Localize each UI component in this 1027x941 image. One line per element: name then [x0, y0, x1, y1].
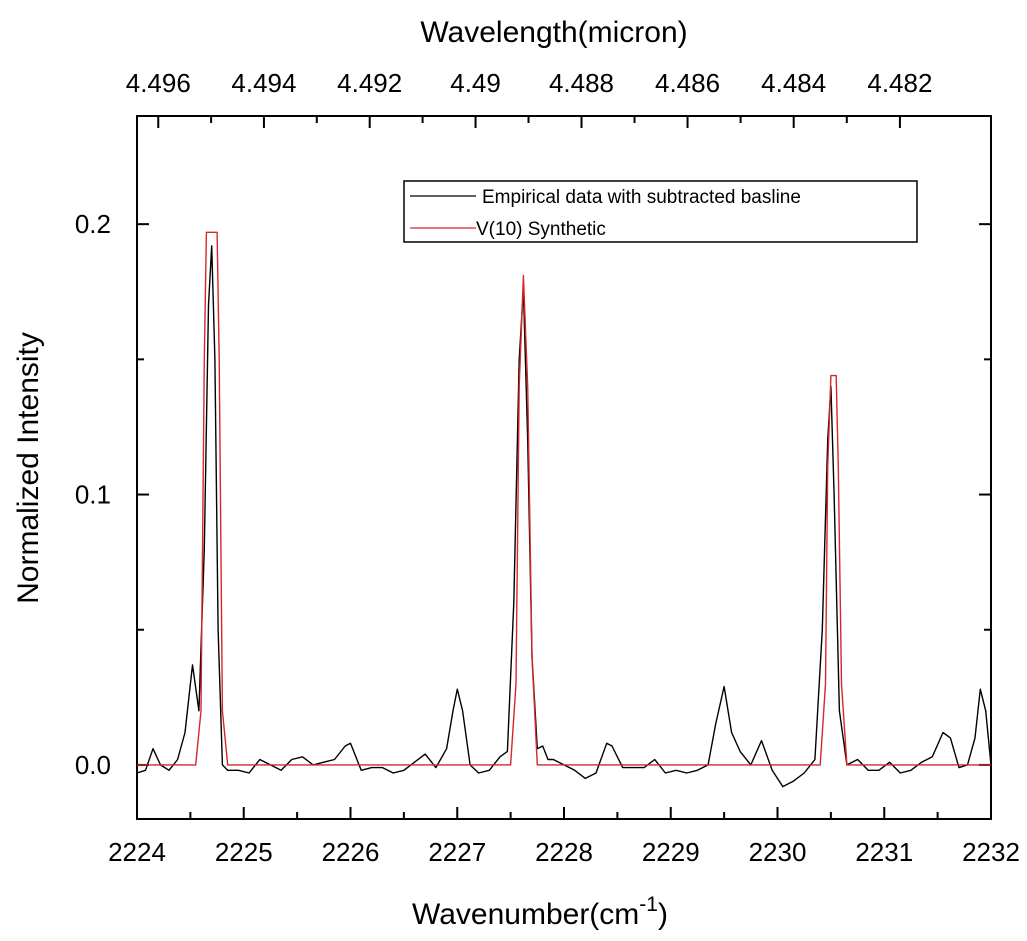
top-tick-label: 4.492 [337, 68, 402, 98]
y-tick-label: 0.0 [75, 750, 111, 780]
y-axis-title: Normalized Intensity [12, 332, 45, 604]
top-tick-label: 4.49 [450, 68, 501, 98]
axis-ticks [136, 116, 992, 819]
top-tick-label: 4.496 [126, 68, 191, 98]
x-tick-label: 2228 [535, 837, 593, 867]
x-axis-title: Wavenumber(cm-1) [412, 893, 668, 931]
top-tick-label: 4.484 [761, 68, 826, 98]
x-tick-label: 2230 [749, 837, 807, 867]
series-line-empirical [136, 245, 992, 788]
y-tick-label: 0.1 [75, 480, 111, 510]
x-tick-label: 2229 [642, 837, 700, 867]
top-tick-label: 4.494 [231, 68, 296, 98]
y-tick-label: 0.2 [75, 209, 111, 239]
x-tick-label: 2232 [962, 837, 1020, 867]
legend-label-synthetic: V(10) Synthetic [476, 219, 606, 240]
x-tick-label: 2226 [322, 837, 380, 867]
x-tick-label: 2227 [428, 837, 486, 867]
series-layer [136, 231, 992, 788]
legend-box [403, 180, 918, 243]
legend: Empirical data with subtracted basline V… [403, 180, 918, 243]
x-axis-title-superscript: -1 [639, 893, 658, 916]
x-tick-label: 2224 [108, 837, 166, 867]
top-tick-label: 4.488 [549, 68, 614, 98]
x-tick-label: 2225 [215, 837, 273, 867]
x-axis-title-suffix: ) [658, 898, 668, 931]
legend-label-empirical: Empirical data with subtracted basline [482, 187, 801, 208]
top-tick-label: 4.482 [867, 68, 932, 98]
axis-tick-labels: 2224 2225 2226 2227 2228 2229 2230 2231 2232 0.0 0… [75, 68, 1020, 867]
x-axis-title-main: Wavenumber(cm [412, 898, 639, 931]
series-line-synthetic [137, 231, 991, 766]
x-tick-label: 2231 [855, 837, 913, 867]
top-axis-title: Wavelength(micron) [420, 16, 687, 49]
top-tick-label: 4.486 [655, 68, 720, 98]
